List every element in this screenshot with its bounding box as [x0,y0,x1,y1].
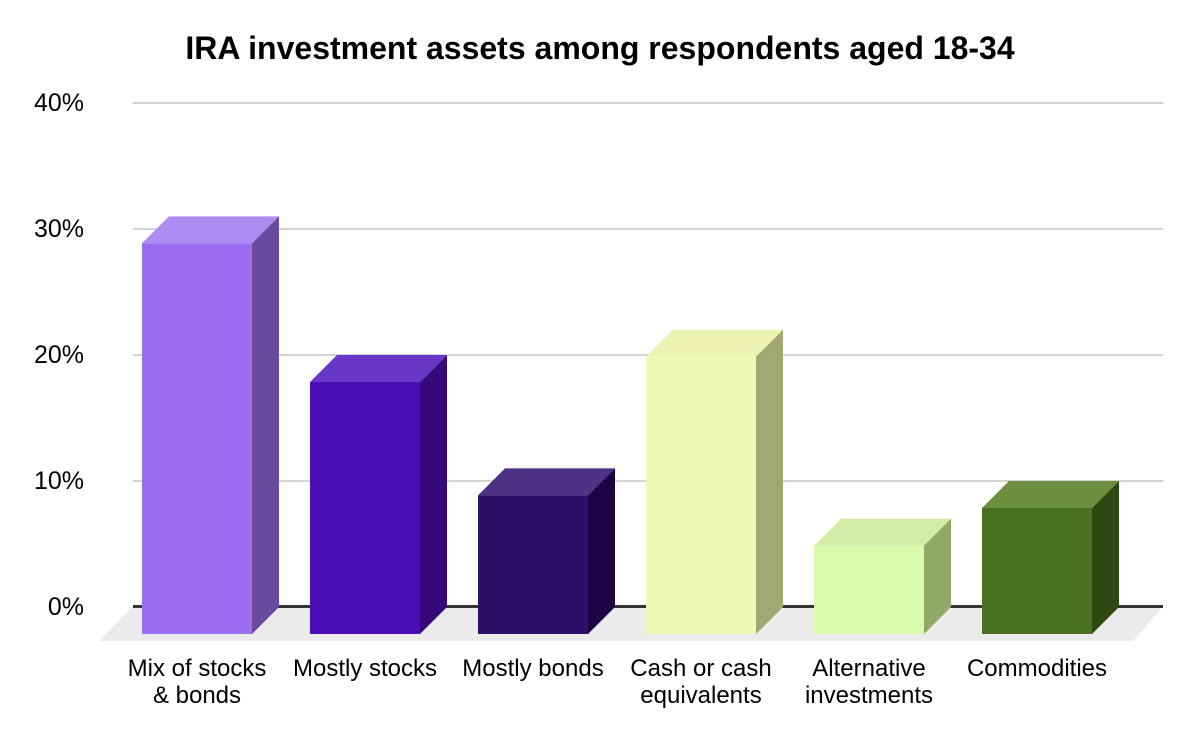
bar-1-top-face [142,216,279,244]
bar-2-front-face [310,382,420,634]
bar-4-side-face [756,329,783,634]
category-label: Mostly bonds [462,655,604,682]
bar-3-side-face [588,468,615,634]
bar-3-top-face [478,468,615,496]
category-label: Alternative investments [804,655,934,709]
bar-5-front-face [814,545,924,634]
y-tick-label: 20% [33,341,84,369]
bar-6-top-face [982,481,1119,508]
bar-2-top-face [310,355,447,382]
bar-1-front-face [142,243,252,634]
y-tick-label: 10% [33,467,84,495]
bar-4-front-face [646,356,756,634]
bar-2-side-face [420,355,447,634]
bar-6-front-face [982,508,1092,634]
bar-3-front-face [478,495,588,634]
category-label: Mix of stocks & bonds [127,655,267,709]
y-tick-label: 30% [33,215,84,243]
category-label: Commodities [966,655,1108,682]
bar-6-side-face [1092,481,1119,634]
category-label: Mostly stocks [292,655,438,682]
bar-5-side-face [924,518,951,634]
category-label: Cash or cash equivalents [630,655,772,709]
y-tick-label: 40% [33,89,84,117]
bar-4-top-face [646,329,783,357]
bar-5-top-face [814,518,951,546]
chart-title: IRA investment assets among respondents … [185,30,1015,66]
bar-1-side-face [252,216,279,634]
y-tick-label: 0% [47,593,84,621]
